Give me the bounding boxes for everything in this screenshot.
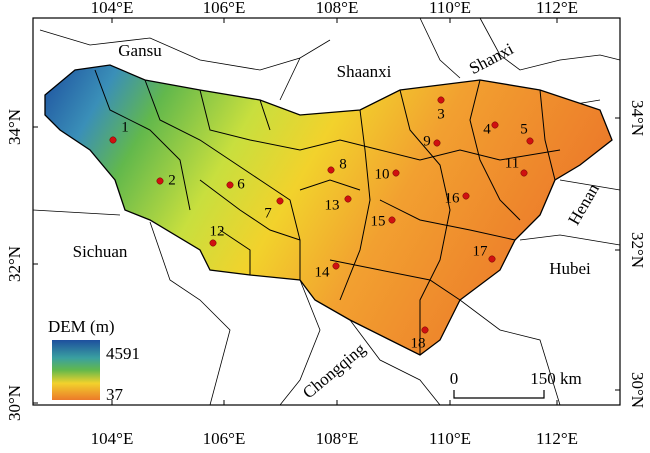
scale-bar-line: [453, 390, 545, 399]
station-label: 17: [473, 243, 489, 259]
station-marker: [526, 137, 534, 145]
basin: [44, 64, 613, 356]
left-tick-label: 32°N: [5, 246, 24, 282]
scale-bar: 0 150 km: [450, 369, 582, 399]
top-tick-label: 112°E: [536, 0, 578, 17]
station-marker: [156, 177, 164, 185]
station-marker: [433, 139, 441, 147]
station-label: 4: [483, 121, 491, 137]
station-label: 13: [325, 197, 340, 213]
bottom-tick-label: 108°E: [316, 429, 359, 448]
station-label: 5: [520, 121, 528, 137]
station-marker: [109, 136, 117, 144]
top-tick-label: 104°E: [91, 0, 134, 17]
scale-end: 150 km: [530, 369, 581, 388]
right-tick-label: 32°N: [628, 232, 647, 268]
station-marker: [344, 195, 352, 203]
station-label: 16: [445, 190, 461, 206]
scale-start: 0: [450, 369, 459, 388]
station-label: 7: [264, 205, 272, 221]
station-label: 9: [423, 133, 431, 149]
legend: DEM (m) 4591 37: [48, 317, 140, 404]
left-tick-label: 34°N: [5, 109, 24, 145]
station-label: 6: [237, 176, 245, 192]
station-label: 2: [168, 172, 176, 188]
bottom-tick-label: 104°E: [91, 429, 134, 448]
bottom-tick-label: 112°E: [536, 429, 578, 448]
top-tick-label: 108°E: [316, 0, 359, 17]
station-label: 18: [411, 335, 426, 351]
region-label: Hubei: [549, 259, 591, 278]
legend-title: DEM (m): [48, 317, 115, 336]
region-label: Gansu: [118, 41, 162, 60]
legend-max: 4591: [106, 344, 140, 363]
sub-basin-boundaries: [94, 69, 561, 355]
station-marker: [327, 166, 335, 174]
station-marker: [392, 169, 400, 177]
station-marker: [462, 192, 470, 200]
top-tick-label: 106°E: [203, 0, 246, 17]
bottom-tick-label: 106°E: [203, 429, 246, 448]
station-marker: [388, 216, 396, 224]
station-marker: [488, 255, 496, 263]
station-marker: [437, 96, 445, 104]
region-label: Sichuan: [73, 242, 128, 261]
station-label: 15: [371, 213, 386, 229]
station-label: 8: [339, 156, 347, 172]
legend-min: 37: [106, 385, 124, 404]
legend-colorbar: [52, 340, 100, 400]
right-tick-label: 30°N: [628, 372, 647, 408]
station-label: 1: [121, 119, 129, 135]
station-marker: [276, 197, 284, 205]
station-label: 3: [437, 106, 445, 122]
right-tick-label: 34°N: [628, 100, 647, 136]
station-label: 12: [210, 223, 225, 239]
region-label: Shaanxi: [337, 62, 392, 81]
station-marker: [226, 181, 234, 189]
station-marker: [209, 239, 217, 247]
station-marker: [332, 262, 340, 270]
left-tick-label: 30°N: [5, 385, 24, 421]
station-label: 10: [375, 166, 390, 182]
station-label: 11: [505, 155, 519, 171]
bottom-tick-label: 110°E: [429, 429, 471, 448]
station-marker: [491, 121, 499, 129]
station-marker: [520, 169, 528, 177]
top-tick-label: 110°E: [429, 0, 471, 17]
station-marker: [421, 326, 429, 334]
station-label: 14: [315, 264, 331, 280]
